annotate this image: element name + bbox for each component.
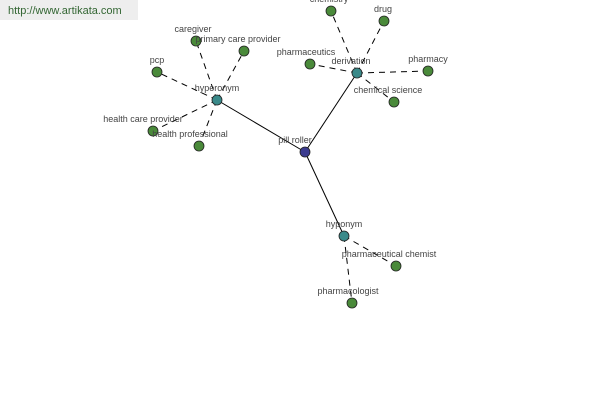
edge-hyperonym-primary-care-provider <box>216 50 245 101</box>
node-label-primary-care-provider[interactable]: primary care provider <box>195 34 280 44</box>
node-hyponym[interactable] <box>338 230 350 242</box>
node-caregiver[interactable] <box>190 35 202 47</box>
node-chemistry[interactable] <box>325 5 337 17</box>
node-pharmaceutical-chemist[interactable] <box>390 260 402 272</box>
edge-pill-roller-hyponym <box>304 151 345 237</box>
edge-derivation-pharmacy <box>356 70 429 74</box>
edge-hyperonym-health-care-provider <box>152 99 218 132</box>
node-pill-roller[interactable] <box>299 146 311 158</box>
node-drug[interactable] <box>378 15 390 27</box>
node-label-hyponym[interactable]: hyponym <box>326 219 363 229</box>
node-label-pharmacy[interactable]: pharmacy <box>408 54 448 64</box>
site-url-link[interactable]: http://www.artikata.com <box>0 0 138 20</box>
node-label-hyperonym[interactable]: hyperonym <box>195 83 240 93</box>
node-health-professional[interactable] <box>193 140 205 152</box>
edge-hyperonym-pcp <box>156 71 218 101</box>
edge-derivation-chemistry <box>330 10 358 74</box>
node-health-care-provider[interactable] <box>147 125 159 137</box>
node-label-chemistry[interactable]: chemistry <box>310 0 349 4</box>
edge-hyponym-pharmacologist <box>343 235 353 304</box>
edge-hyperonym-health-professional <box>198 99 218 147</box>
node-primary-care-provider[interactable] <box>238 45 250 57</box>
node-label-pharmacologist[interactable]: pharmacologist <box>317 286 379 296</box>
node-label-pcp[interactable]: pcp <box>150 55 165 65</box>
node-pharmacologist[interactable] <box>346 297 358 309</box>
node-label-pill-roller[interactable]: pill roller <box>278 135 312 145</box>
node-hyperonym[interactable] <box>211 94 223 106</box>
edge-pill-roller-derivation <box>304 72 358 153</box>
node-chemical-science[interactable] <box>388 96 400 108</box>
node-pharmaceutics[interactable] <box>304 58 316 70</box>
edge-pill-roller-hyperonym <box>216 99 306 153</box>
node-label-derivation[interactable]: derivation <box>331 56 370 66</box>
node-label-pharmaceutics[interactable]: pharmaceutics <box>277 47 336 57</box>
node-label-drug[interactable]: drug <box>374 4 392 14</box>
edge-derivation-pharmaceutics <box>309 63 358 74</box>
node-derivation[interactable] <box>351 67 363 79</box>
node-label-health-professional[interactable]: health professional <box>152 129 228 139</box>
node-label-health-care-provider[interactable]: health care provider <box>103 114 183 124</box>
node-pcp[interactable] <box>151 66 163 78</box>
node-pharmacy[interactable] <box>422 65 434 77</box>
edge-derivation-chemical-science <box>356 72 395 103</box>
node-label-pharmaceutical-chemist[interactable]: pharmaceutical chemist <box>342 249 437 259</box>
node-label-caregiver[interactable]: caregiver <box>174 24 211 34</box>
node-label-chemical-science[interactable]: chemical science <box>354 85 423 95</box>
edge-derivation-drug <box>356 20 385 74</box>
